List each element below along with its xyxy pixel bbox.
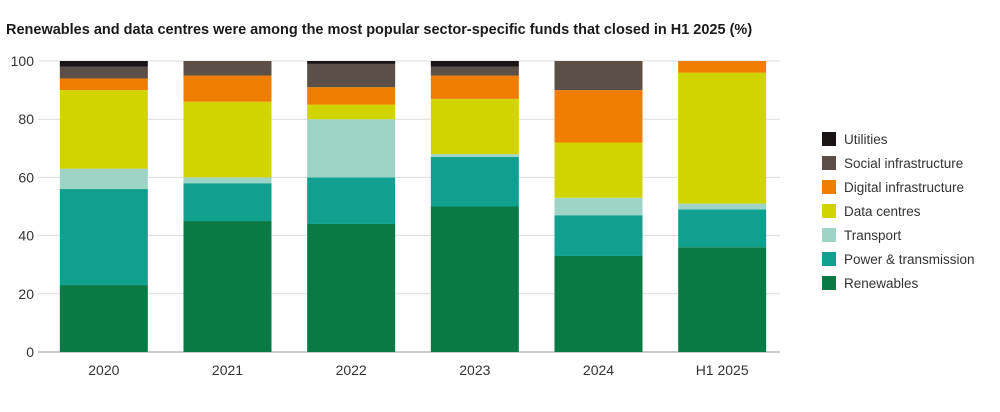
legend: Utilities Social infrastructure Digital in… xyxy=(822,132,975,291)
gridlines xyxy=(38,60,780,353)
bar-segment xyxy=(430,98,519,155)
legend-label: Transport xyxy=(844,228,902,243)
legend-label: Data centres xyxy=(844,204,921,219)
legend-swatch xyxy=(822,156,836,170)
legend-label: Digital infrastructure xyxy=(844,180,964,195)
bar-segment xyxy=(307,61,396,64)
bar-segment xyxy=(307,223,396,352)
bar-segment xyxy=(554,197,643,216)
bar-segment xyxy=(307,87,396,105)
legend-swatch xyxy=(822,228,836,242)
x-tick-label: 2024 xyxy=(583,362,614,378)
y-tick-label: 80 xyxy=(18,111,34,127)
legend-swatch xyxy=(822,180,836,194)
bar-segment xyxy=(183,101,272,178)
bar-segment xyxy=(183,61,272,76)
bar-segment xyxy=(430,61,519,67)
bar-segment xyxy=(307,104,396,120)
x-tick-label: H1 2025 xyxy=(696,362,749,378)
x-axis: 2020 2021 2022 2023 2024 H1 2025 xyxy=(88,362,749,378)
bar-segment xyxy=(554,255,643,352)
bar-segment xyxy=(59,78,148,91)
bar-segment xyxy=(430,154,519,158)
legend-swatch xyxy=(822,252,836,266)
legend-label: Social infrastructure xyxy=(844,156,963,171)
bar-segment xyxy=(554,90,643,143)
bar-segment xyxy=(307,177,396,224)
legend-label: Renewables xyxy=(844,276,919,291)
bar-segment xyxy=(183,177,272,184)
bar-segment xyxy=(183,183,272,222)
bar-segment xyxy=(183,75,272,102)
chart-title: Renewables and data centres were among t… xyxy=(6,22,753,38)
legend-swatch xyxy=(822,204,836,218)
y-tick-label: 20 xyxy=(18,286,34,302)
legend-label: Utilities xyxy=(844,132,888,147)
legend-label: Power & transmission xyxy=(844,252,975,267)
y-tick-label: 100 xyxy=(11,53,35,69)
bar-segment xyxy=(678,209,767,248)
bar-segment xyxy=(678,247,767,352)
bar-segment xyxy=(678,61,767,73)
bar-segment xyxy=(307,63,396,88)
bar-segment xyxy=(307,119,396,178)
x-tick-label: 2022 xyxy=(336,362,367,378)
bar-segment xyxy=(678,72,767,204)
x-tick-label: 2021 xyxy=(212,362,243,378)
bar-segment xyxy=(59,90,148,169)
bar-segment xyxy=(59,61,148,67)
bar-segment xyxy=(430,157,519,207)
y-axis: 0 20 40 60 80 100 xyxy=(11,53,35,360)
bar-segment xyxy=(183,221,272,352)
bar-segment xyxy=(554,61,643,91)
legend-swatch xyxy=(822,132,836,146)
bar-segment xyxy=(59,168,148,190)
bar-segment xyxy=(430,206,519,352)
y-tick-label: 0 xyxy=(26,344,34,360)
bar-segment xyxy=(59,66,148,79)
bars xyxy=(59,61,767,352)
bar-segment xyxy=(430,75,519,99)
bar-segment xyxy=(554,142,643,198)
bar-segment xyxy=(59,285,148,352)
bar-segment xyxy=(430,66,519,76)
x-tick-label: 2020 xyxy=(88,362,119,378)
y-tick-label: 60 xyxy=(18,169,34,185)
bar-segment xyxy=(678,203,767,210)
bar-segment xyxy=(59,189,148,286)
bar-segment xyxy=(554,215,643,256)
y-tick-label: 40 xyxy=(18,228,34,244)
legend-swatch xyxy=(822,276,836,290)
x-tick-label: 2023 xyxy=(459,362,490,378)
